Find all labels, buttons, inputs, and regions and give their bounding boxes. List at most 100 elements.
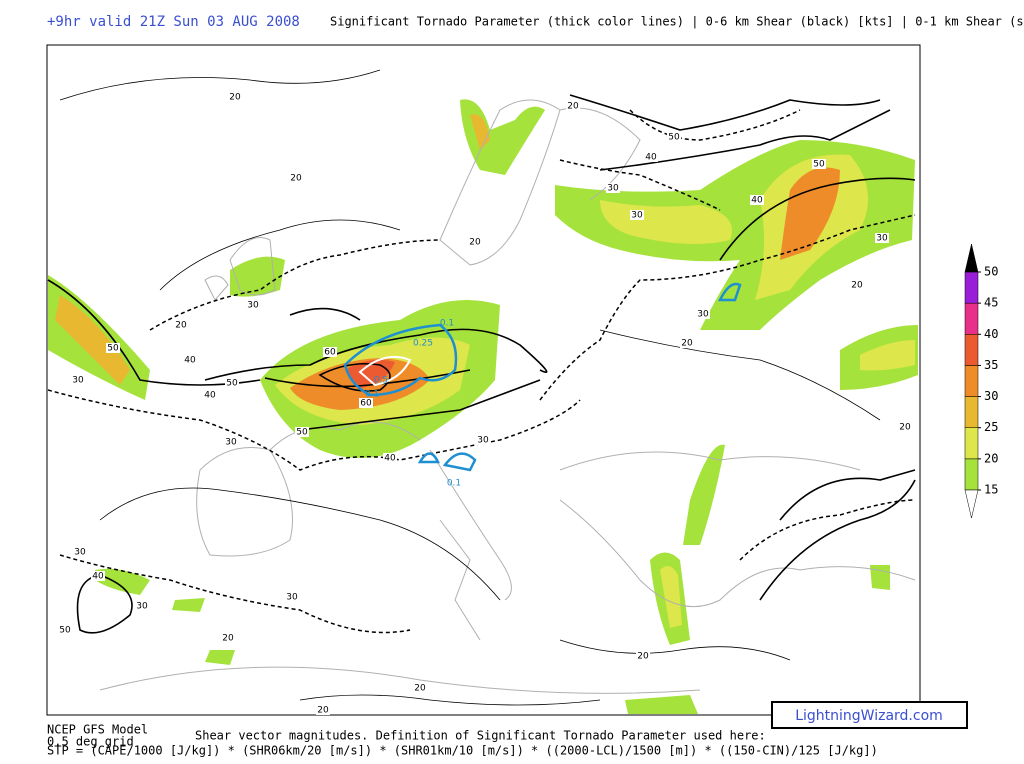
shear-label: 30: [697, 310, 709, 320]
label-bg: [106, 343, 120, 353]
label-bg: [898, 422, 912, 432]
shear-label: 20: [567, 102, 579, 112]
label-bg: [289, 173, 303, 183]
label-bg: [174, 320, 188, 330]
above-triangle: [964, 243, 979, 273]
shear-label: 30: [607, 184, 619, 194]
label-bg: [750, 195, 764, 205]
label-bg: [476, 435, 490, 445]
colorbar-label: 20: [984, 451, 998, 465]
label-bg: [295, 427, 309, 437]
shear-label: 30: [876, 234, 888, 244]
label-bg: [183, 355, 197, 365]
shear-label: 40: [384, 454, 396, 464]
shear-label: 60: [360, 399, 372, 409]
shear-label: 30: [631, 211, 643, 221]
colorbar: 15 20 25 30 35 40 45 50: [964, 243, 998, 519]
shear-contours: [47, 69, 916, 706]
valid-time: +9hr valid 21Z Sun 03 AUG 2008: [47, 14, 300, 30]
colorbar-label: 50: [984, 265, 998, 279]
shear-label: 20: [637, 652, 649, 662]
shear-label: 20: [681, 339, 693, 349]
label-bg: [696, 309, 710, 319]
label-bg: [135, 601, 149, 611]
label-bg: [468, 237, 482, 247]
stp-label: 0.1: [447, 479, 461, 489]
stp-label: 0.1: [365, 390, 379, 400]
shear-label: 30: [136, 602, 148, 612]
stp-label: 0.1: [440, 319, 454, 329]
label-bg: [644, 152, 658, 162]
label-bg: [566, 101, 580, 111]
colorbar-label: 15: [984, 483, 998, 497]
stp-formula: STP = (CAPE/1000 [J/kg]) * (SHR06km/20 […: [47, 744, 878, 758]
contour-labels: 20 20 20 20 20 20 20 20 20 20 20 20 30 30 30 30 30 30 30 30…: [58, 92, 912, 716]
colorbar-label: 45: [984, 296, 998, 310]
shear-label: 40: [92, 572, 104, 582]
shear-label: 20: [290, 174, 302, 184]
label-bg: [316, 705, 330, 715]
shear-label: 50: [107, 344, 119, 354]
shear-label: 30: [286, 593, 298, 603]
shear-label: 40: [184, 356, 196, 366]
label-bg: [606, 183, 620, 193]
label-bg: [91, 571, 105, 581]
credit[interactable]: LightningWizard.com: [795, 708, 943, 724]
label-bg: [413, 683, 427, 693]
shear-label: 20: [222, 634, 234, 644]
label-bg: [71, 375, 85, 385]
shear-label: 20: [317, 706, 329, 716]
color-swatch: [964, 334, 979, 366]
shear-label: 50: [226, 379, 238, 389]
label-bg: [359, 398, 373, 408]
color-swatch: [964, 365, 979, 397]
label-bg: [203, 390, 217, 400]
shear-label: 30: [72, 376, 84, 386]
credit-box: [771, 701, 968, 729]
stp-label: 0.5: [374, 376, 388, 386]
label-bg: [630, 210, 644, 220]
coastlines: [99, 99, 916, 694]
shear-label: 20: [851, 281, 863, 291]
shear-label: 30: [477, 436, 489, 446]
colorbar-label: 35: [984, 358, 998, 372]
shear-label: 20: [899, 423, 911, 433]
label-bg: [58, 625, 72, 635]
shear-label: 60: [324, 348, 336, 358]
label-bg: [850, 280, 864, 290]
label-bg: [73, 547, 87, 557]
label-bg: [636, 651, 650, 661]
color-swatch: [964, 427, 979, 460]
shear-shading: [48, 99, 918, 714]
shear-label: 40: [204, 391, 216, 401]
label-bg: [225, 378, 239, 388]
label-bg: [812, 159, 826, 169]
label-bg: [224, 437, 238, 447]
shear-label: 50: [296, 428, 308, 438]
grid-resolution: 0.5 deg grid: [47, 735, 134, 749]
colorbar-label: 25: [984, 420, 998, 434]
label-bg: [285, 592, 299, 602]
label-bg: [875, 233, 889, 243]
color-swatch: [964, 302, 979, 335]
stp-label: 0.25: [413, 339, 433, 349]
shear-label: 40: [645, 153, 657, 163]
shear-label: 50: [59, 626, 71, 636]
definition: Shear vector magnitudes. Definition of S…: [195, 729, 766, 743]
label-bg: [680, 338, 694, 348]
label-bg: [323, 347, 337, 357]
shear-label: 20: [469, 238, 481, 248]
stp-contours: [343, 282, 742, 472]
colorbar-label: 40: [984, 327, 998, 341]
color-swatch: [964, 396, 979, 428]
shear-label: 30: [247, 301, 259, 311]
colorbar-label: 30: [984, 389, 998, 403]
shear-label: 30: [225, 438, 237, 448]
model-name: NCEP GFS Model: [47, 723, 148, 737]
shear-label: 50: [668, 133, 680, 143]
label-bg: [228, 92, 242, 102]
map: 20 20 20 20 20 20 20 20 20 20 20 20 30 30 30 30 30 30 30 30…: [46, 44, 921, 716]
shear-label: 20: [414, 684, 426, 694]
label-bg: [667, 132, 681, 142]
